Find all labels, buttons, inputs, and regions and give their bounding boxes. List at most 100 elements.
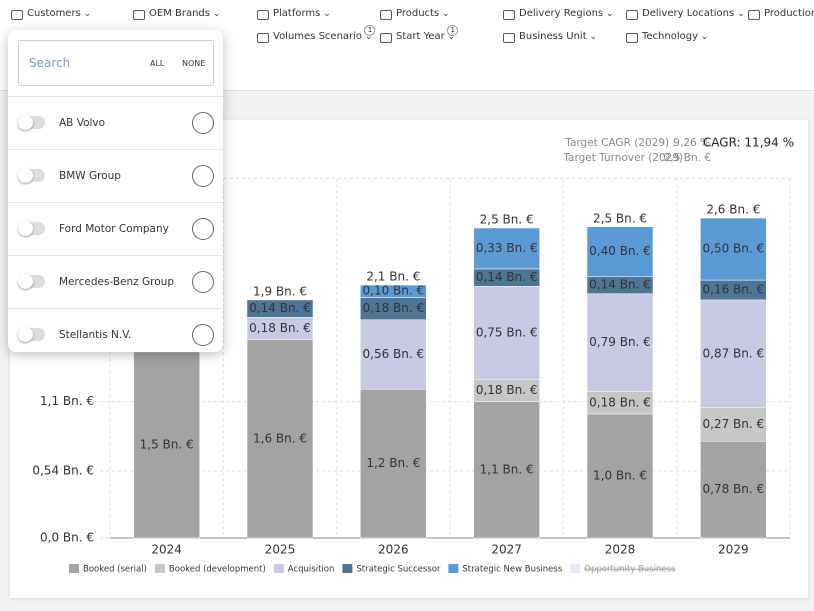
filter-label[interactable]: Technology ⌄	[642, 31, 709, 42]
legend-label: Strategic Successor	[356, 565, 441, 575]
select-all[interactable]: ALL	[150, 59, 165, 68]
toggle[interactable]	[18, 274, 45, 289]
segment-label: 1,1 Bn. €	[480, 462, 534, 476]
target-cagr-value: 9,26 %	[673, 137, 710, 149]
segment-label: 0,78 Bn. €	[703, 482, 765, 496]
option-label: BMW Group	[59, 170, 121, 182]
segment-label: 0,18 Bn. €	[476, 383, 538, 397]
select-none[interactable]: NONE	[182, 59, 206, 68]
target-cagr-label: Target CAGR (2029) :	[564, 137, 676, 149]
filter-label[interactable]: Delivery Locations ⌄	[642, 8, 745, 19]
chevron: ⌄	[698, 32, 709, 42]
filter-badge: 1	[364, 25, 376, 36]
segment-label: 0,27 Bn. €	[703, 417, 765, 431]
chevron: ⌄	[444, 32, 456, 42]
filter-label[interactable]: Business Unit ⌄	[519, 31, 598, 42]
segment-label: 0,18 Bn. €	[589, 395, 651, 409]
filter-icon	[11, 10, 23, 20]
bar-segment	[586, 293, 654, 392]
legend-label: Booked (serial)	[83, 565, 147, 575]
bar-segment	[133, 351, 200, 539]
total-label: 1,9 Bn. €	[253, 284, 307, 298]
segment-label: 0,14 Bn. €	[476, 270, 538, 284]
bar-segment	[586, 413, 654, 539]
bar-segment	[700, 217, 767, 281]
filter-icon	[626, 10, 638, 20]
legend-swatch	[69, 564, 79, 573]
filter-icon	[748, 10, 760, 20]
target-turnover-value: 2,5 Bn. €	[664, 152, 711, 164]
customer-dropdown: Search ALL NONE AB Volvo BMW Group Ford Mo…	[8, 30, 223, 352]
segment-label: 0,56 Bn. €	[363, 347, 425, 361]
customer-option[interactable]: Ford Motor Company	[8, 202, 223, 256]
search-placeholder: Search	[29, 56, 71, 70]
chevron: ⌄	[603, 9, 614, 19]
filter-badge: 1	[447, 25, 459, 36]
segment-label: 1,5 Bn. €	[140, 438, 194, 452]
y-tick-label: 0,54 Bn. €	[32, 464, 94, 478]
legend-swatch	[448, 564, 459, 573]
x-tick-label: 2024	[151, 543, 182, 557]
filter-icon	[380, 33, 392, 43]
option-label: Mercedes-Benz Group	[59, 276, 174, 288]
toggle[interactable]	[18, 115, 45, 130]
bar-segment	[473, 227, 540, 270]
customer-option[interactable]: BMW Group	[8, 149, 223, 203]
segment-label: 0,50 Bn. €	[703, 242, 765, 256]
toggle[interactable]	[18, 327, 45, 342]
cagr: CAGR: 11,94 %	[703, 136, 794, 150]
option-label: Ford Motor Company	[59, 223, 169, 235]
chevron: ⌄	[586, 32, 598, 42]
customer-option[interactable]: Stellantis N.V.	[8, 308, 223, 362]
bar-segment	[473, 401, 540, 539]
filter-label[interactable]: Delivery Regions ⌄	[519, 8, 614, 19]
legend-swatch	[570, 564, 581, 573]
filter-label[interactable]: Production R	[764, 8, 814, 19]
customer-option[interactable]: Mercedes-Benz Group	[8, 255, 223, 309]
segment-label: 0,10 Bn. €	[363, 284, 425, 298]
legend-label: Opportunity Business	[584, 565, 676, 575]
filter-icon	[133, 10, 145, 20]
bar-segment	[586, 226, 654, 277]
brand-logo	[192, 112, 214, 134]
filter-icon	[257, 10, 269, 20]
bar-segment	[246, 299, 314, 318]
filter-label[interactable]: Customers ⌄	[27, 8, 92, 19]
target-turnover-label: Target Turnover (2029) :	[562, 152, 690, 164]
filter-label[interactable]: Start Year ⌄	[396, 31, 456, 42]
filter-label[interactable]: OEM Brands ⌄	[149, 8, 221, 19]
customer-option[interactable]: AB Volvo	[8, 96, 223, 150]
brand-logo	[192, 218, 214, 240]
filter-label[interactable]: Products ⌄	[396, 8, 450, 19]
segment-label: 0,40 Bn. €	[589, 244, 651, 258]
brand-logo	[192, 165, 214, 187]
filter-icon	[503, 10, 515, 20]
filter-icon	[380, 10, 392, 20]
legend-swatch	[342, 564, 353, 573]
brand-logo	[192, 271, 214, 293]
bar-segment	[360, 388, 427, 539]
legend-label: Strategic New Business	[462, 565, 562, 575]
search-box[interactable]: Search ALL NONE	[18, 40, 214, 86]
segment-label: 0,14 Bn. €	[589, 278, 651, 292]
bar-segment	[360, 319, 427, 390]
segment-label: 0,18 Bn. €	[249, 321, 311, 335]
legend-label: Acquisition	[288, 565, 335, 575]
toggle[interactable]	[18, 168, 45, 183]
chevron: ⌄	[734, 9, 745, 19]
segment-label: 0,79 Bn. €	[589, 335, 651, 349]
filter-icon	[503, 33, 515, 43]
x-tick-label: 2028	[605, 543, 636, 557]
bar-segment	[700, 299, 767, 409]
filter-label[interactable]: Volumes Scenario ⌄	[273, 31, 373, 42]
bar-segment	[360, 284, 427, 298]
segment-label: 0,16 Bn. €	[703, 283, 765, 297]
legend-swatch	[273, 564, 284, 573]
chevron: ⌄	[210, 9, 221, 19]
toggle[interactable]	[18, 221, 45, 236]
segment-label: 1,0 Bn. €	[593, 469, 647, 483]
filter-label[interactable]: Platforms ⌄	[273, 8, 331, 19]
segment-label: 1,6 Bn. €	[253, 431, 307, 445]
total-label: 2,6 Bn. €	[706, 203, 760, 217]
